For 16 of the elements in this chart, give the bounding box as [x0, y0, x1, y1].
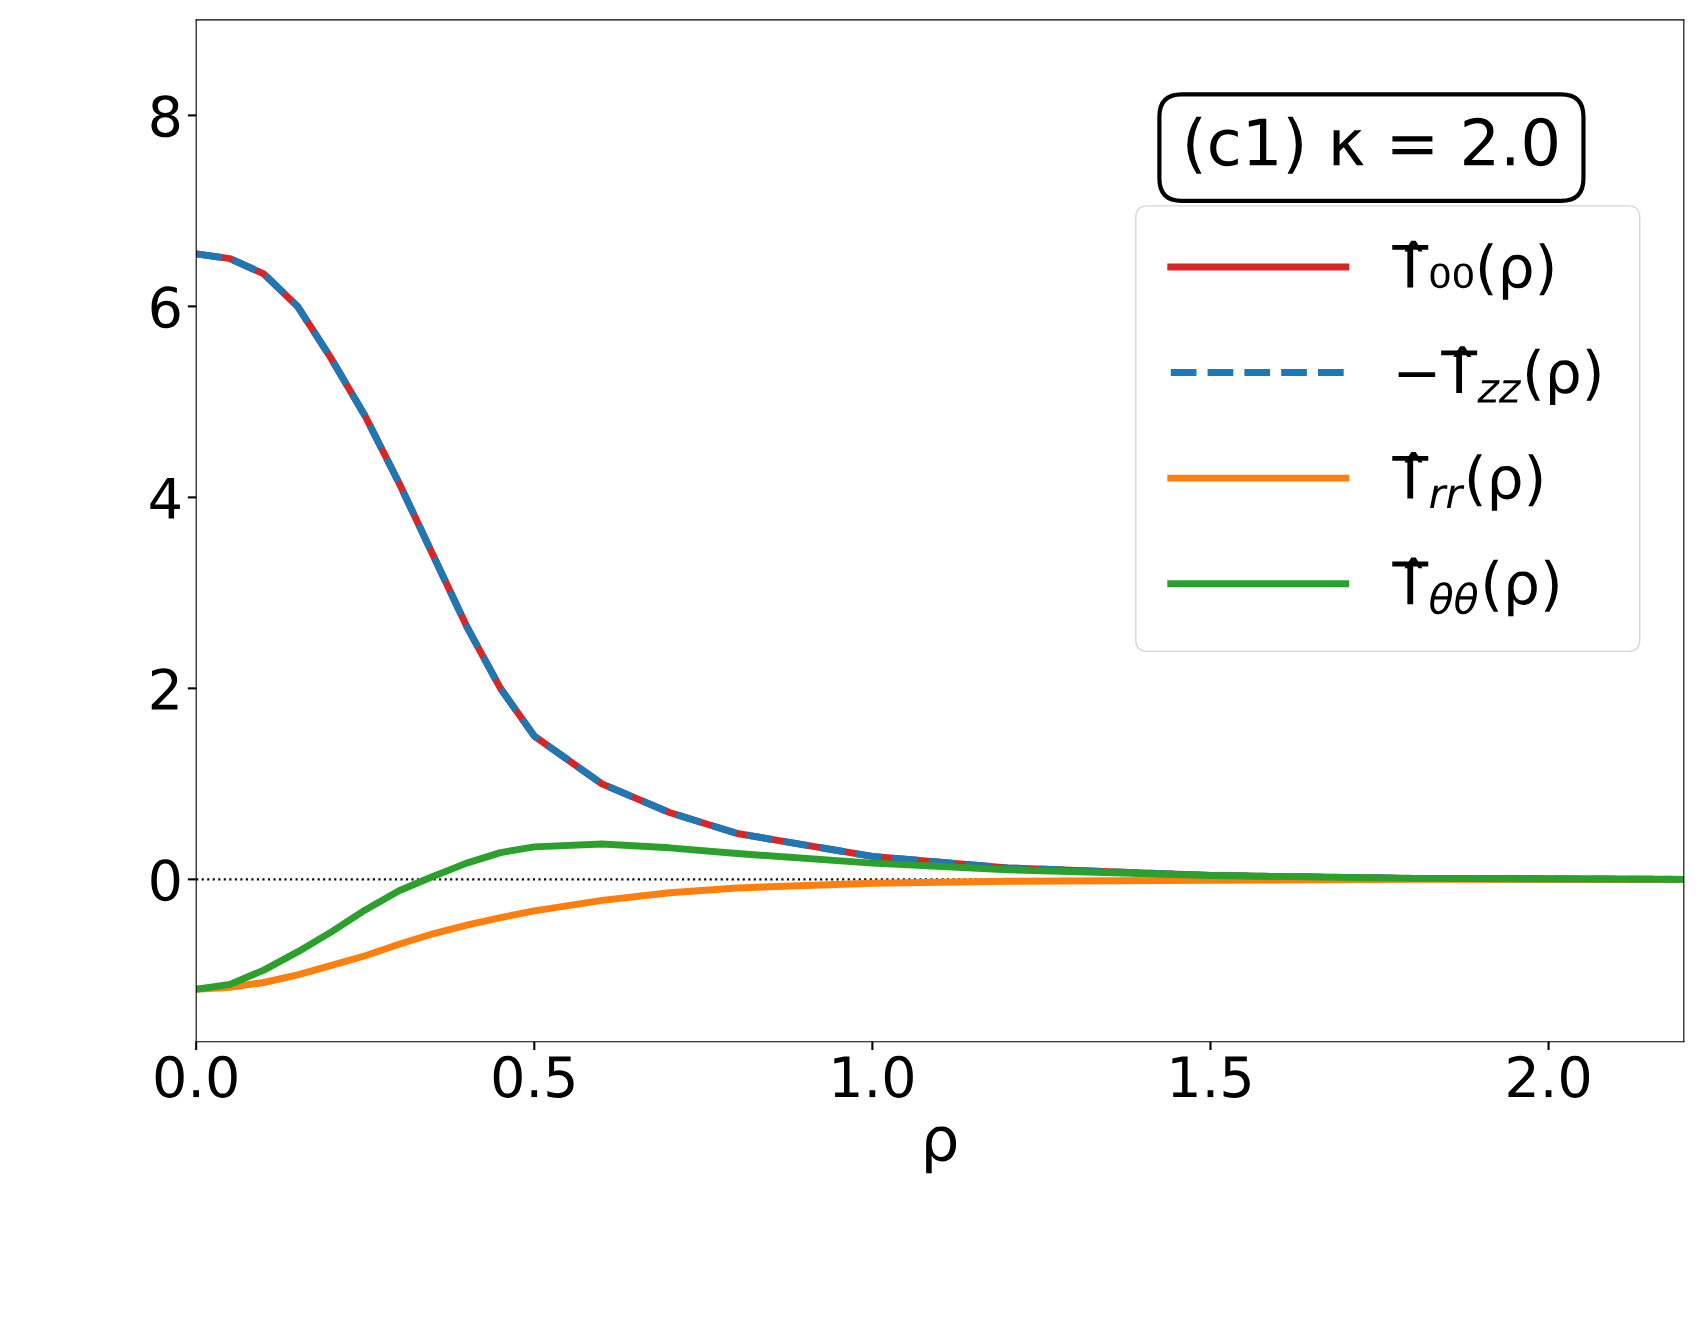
legend-label: T̂$_{rr}$(ρ): [1392, 451, 1542, 511]
x-tick-label: 0.0: [155, 1055, 237, 1098]
y-tick-label: 2: [151, 668, 178, 710]
legend-label: T̂₀₀(ρ): [1392, 240, 1553, 300]
x-axis-title: ρ: [926, 1126, 957, 1174]
x-tick-label: 2.0: [1508, 1055, 1590, 1098]
x-tick-label: 1.5: [1172, 1056, 1250, 1098]
legend-label: T̂$_{θθ}$(ρ): [1392, 557, 1558, 617]
legend-label: −T̂$_{zz}$(ρ): [1398, 346, 1600, 406]
y-tick-label: 4: [150, 477, 180, 519]
y-tick-label: 6: [151, 286, 180, 329]
x-tick-label: 1.0: [834, 1055, 913, 1098]
x-tick-label: 0.5: [493, 1055, 574, 1098]
annotation: (c1) κ = 2.0: [1187, 116, 1557, 174]
y-tick-label: 0: [151, 859, 180, 902]
y-tick-label: 8: [151, 95, 180, 138]
